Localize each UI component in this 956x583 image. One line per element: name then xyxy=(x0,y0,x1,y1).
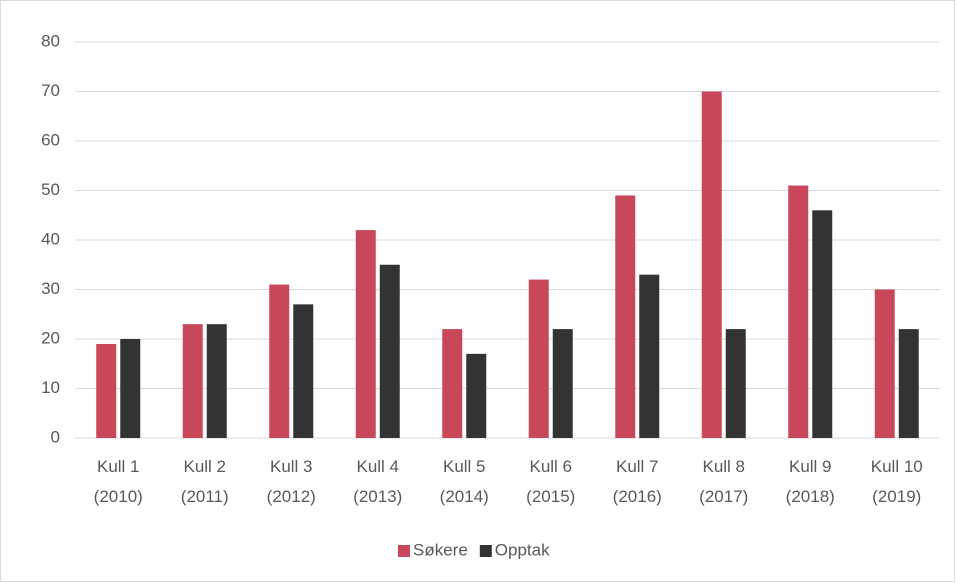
legend-swatch xyxy=(479,545,492,557)
x-tick-label: Kull 6 (2015) xyxy=(526,457,576,506)
bar xyxy=(874,289,895,438)
bar xyxy=(293,304,314,438)
y-tick-label: 0 xyxy=(51,427,60,446)
bar xyxy=(639,274,660,438)
y-tick-label: 30 xyxy=(41,279,60,298)
x-tick-label: Kull 3 (2012) xyxy=(266,457,316,506)
x-tick-label: Kull 1 (2010) xyxy=(93,457,143,506)
x-tick-label: Kull 4 (2013) xyxy=(353,457,403,506)
x-tick-label: Kull 10 (2019) xyxy=(870,457,923,506)
bar xyxy=(182,324,203,438)
bar xyxy=(725,329,746,438)
legend-label: Søkere xyxy=(413,540,468,559)
y-tick-label: 60 xyxy=(41,130,60,149)
bar xyxy=(466,353,487,438)
x-tick-label: Kull 2 (2011) xyxy=(180,457,229,506)
y-tick-label: 80 xyxy=(41,31,60,50)
bar xyxy=(898,329,919,438)
bar xyxy=(701,91,722,438)
bar xyxy=(96,343,117,438)
bar xyxy=(379,264,400,438)
y-tick-label: 50 xyxy=(41,180,60,199)
bar xyxy=(442,329,463,438)
y-tick-label: 20 xyxy=(41,328,60,347)
bar xyxy=(269,284,290,438)
bar xyxy=(615,195,636,438)
x-tick-label: Kull 8 (2017) xyxy=(699,457,749,506)
y-tick-label: 70 xyxy=(41,81,60,100)
bar xyxy=(120,339,141,438)
x-tick-label: Kull 5 (2014) xyxy=(439,457,489,506)
bar xyxy=(355,230,376,438)
x-tick-label: Kull 7 (2016) xyxy=(612,457,662,506)
bar xyxy=(206,324,227,438)
bar xyxy=(552,329,573,438)
legend-swatch xyxy=(398,545,410,557)
x-tick-label: Kull 9 (2018) xyxy=(785,457,835,506)
y-tick-label: 40 xyxy=(41,229,60,248)
bar xyxy=(788,185,809,438)
bar xyxy=(528,279,549,438)
y-tick-label: 10 xyxy=(41,378,60,397)
legend-label: Opptak xyxy=(495,540,550,559)
bar xyxy=(812,210,833,438)
